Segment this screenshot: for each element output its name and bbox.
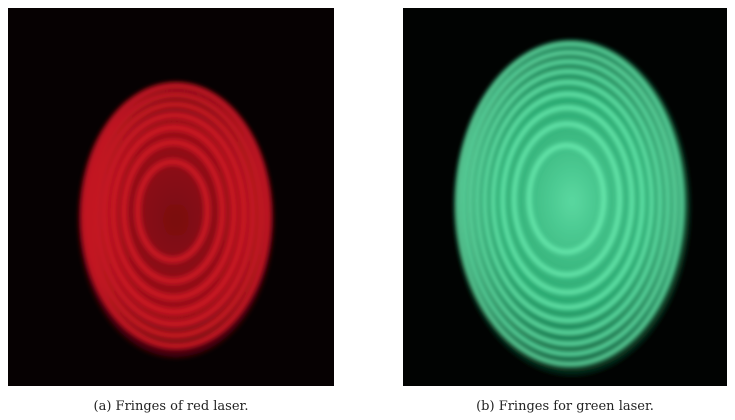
caption: (a) Fringes of red laser. [94, 399, 249, 414]
figure: (a) Fringes of red laser. (b) Fringes fo… [0, 0, 735, 420]
image-red [8, 8, 334, 386]
caption: (b) Fringes for green laser. [476, 399, 654, 414]
image-green [403, 8, 727, 386]
